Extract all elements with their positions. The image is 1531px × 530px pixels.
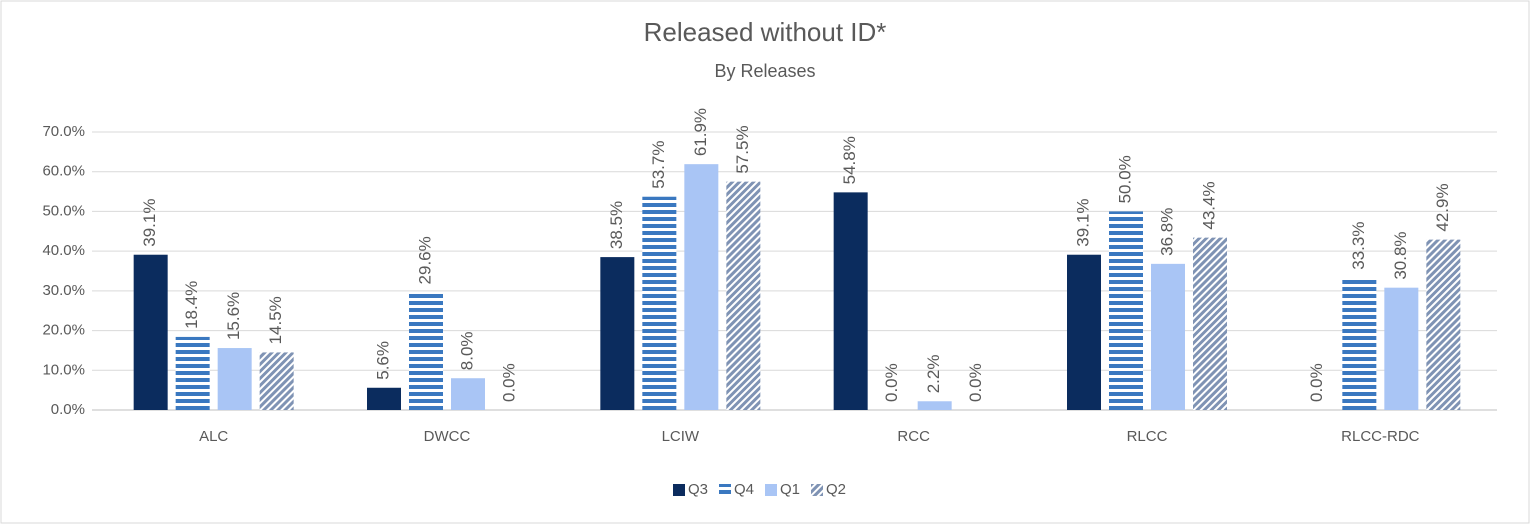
value-label: 8.0%	[457, 331, 476, 370]
value-label: 5.6%	[373, 341, 392, 380]
bar	[409, 292, 443, 410]
value-label: 18.4%	[182, 281, 201, 329]
legend-swatch	[719, 484, 731, 496]
bar	[175, 336, 210, 410]
value-label: 0.0%	[966, 363, 985, 402]
value-label: 29.6%	[415, 236, 434, 284]
legend-label: Q3	[688, 481, 708, 498]
legend-label: Q2	[826, 481, 846, 498]
y-tick-label: 0.0%	[51, 401, 85, 418]
bar	[133, 254, 168, 410]
legend-label: Q4	[734, 481, 754, 498]
x-tick-label: LCIW	[662, 428, 700, 445]
value-label: 53.7%	[649, 141, 668, 189]
value-label: 42.9%	[1433, 183, 1452, 231]
x-tick-label: ALC	[199, 428, 228, 445]
y-tick-label: 50.0%	[42, 202, 85, 219]
chart-subtitle: By Releases	[714, 61, 815, 81]
value-label: 43.4%	[1199, 181, 1218, 229]
bar	[1342, 277, 1377, 410]
bar	[1067, 254, 1101, 410]
value-label: 14.5%	[266, 296, 285, 344]
legend-label: Q1	[780, 481, 800, 498]
value-label: 0.0%	[882, 363, 901, 402]
bar	[917, 401, 952, 410]
value-label: 0.0%	[499, 363, 518, 402]
bar	[1151, 263, 1185, 410]
legend-swatch	[765, 484, 777, 496]
value-label: 61.9%	[691, 108, 710, 156]
x-tick-label: DWCC	[424, 428, 471, 445]
bar	[217, 348, 252, 410]
bar	[259, 352, 294, 410]
bar	[367, 387, 401, 410]
x-tick-label: RLCC-RDC	[1341, 428, 1420, 445]
bar	[1426, 239, 1461, 410]
bar	[684, 164, 719, 410]
value-label: 39.1%	[140, 199, 159, 247]
value-label: 30.8%	[1391, 231, 1410, 279]
y-tick-label: 40.0%	[42, 242, 85, 259]
value-label: 36.8%	[1157, 208, 1176, 256]
value-label: 0.0%	[1307, 363, 1326, 402]
bar	[642, 196, 677, 410]
value-label: 2.2%	[924, 355, 943, 394]
y-tick-label: 10.0%	[42, 361, 85, 378]
bar	[451, 378, 485, 410]
bar	[600, 257, 635, 410]
y-tick-label: 70.0%	[42, 123, 85, 140]
legend-swatch	[673, 484, 685, 496]
value-label: 39.1%	[1073, 199, 1092, 247]
y-tick-label: 20.0%	[42, 322, 85, 339]
y-tick-label: 30.0%	[42, 282, 85, 299]
value-label: 33.3%	[1349, 222, 1368, 270]
legend-swatch	[811, 484, 823, 496]
bar	[726, 181, 761, 410]
bar	[1384, 287, 1419, 410]
value-label: 15.6%	[224, 292, 243, 340]
bar	[1193, 237, 1227, 410]
bar	[833, 192, 868, 410]
bar	[1109, 211, 1143, 410]
x-tick-label: RCC	[897, 428, 930, 445]
value-label: 38.5%	[607, 201, 626, 249]
chart-title: Released without ID*	[644, 17, 887, 47]
value-label: 54.8%	[840, 136, 859, 184]
value-label: 50.0%	[1115, 155, 1134, 203]
value-label: 57.5%	[733, 125, 752, 173]
x-tick-label: RLCC	[1127, 428, 1168, 445]
y-tick-label: 60.0%	[42, 163, 85, 180]
